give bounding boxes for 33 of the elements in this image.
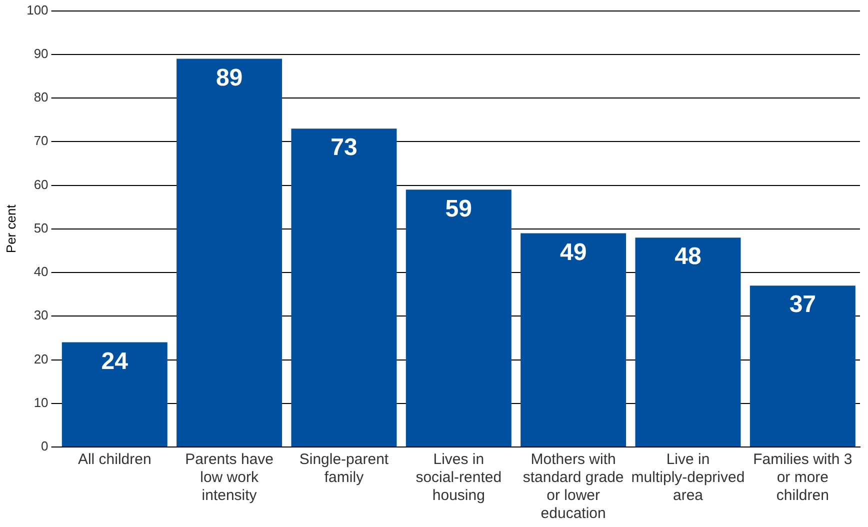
x-tick-label: Families with 3 or more children	[753, 451, 852, 504]
bar	[635, 238, 741, 446]
bar	[750, 286, 856, 446]
y-tick-label: 30	[34, 308, 48, 323]
data-label: 48	[674, 243, 702, 270]
y-tick-label: 10	[34, 394, 48, 410]
data-label: 73	[330, 134, 358, 162]
x-tick-label: Live in multiply-deprived area	[631, 451, 745, 504]
y-tick-label: 0	[41, 438, 48, 454]
x-tick-label: Parents have low work intensity	[185, 451, 274, 504]
data-label: 59	[445, 195, 472, 222]
y-tick-label: 70	[34, 133, 48, 148]
x-tick-label: Lives in social-rented housing	[416, 451, 502, 504]
y-tick-label: 80	[34, 90, 48, 105]
x-tick-label: All children	[78, 451, 152, 468]
bar	[520, 233, 626, 446]
y-tick-label: 20	[34, 351, 48, 366]
bar	[406, 190, 512, 446]
x-tick-label: Mothers with standard grade or lower education	[522, 451, 624, 522]
y-tick-label: 40	[34, 264, 48, 280]
y-tick-label: 50	[34, 220, 48, 236]
data-label: 49	[560, 238, 587, 266]
y-tick-label: 90	[34, 46, 48, 61]
y-tick-label: 100	[26, 2, 48, 18]
y-tick-label: 60	[34, 176, 48, 192]
data-label: 24	[101, 348, 129, 375]
data-label: 89	[216, 64, 243, 92]
bar	[62, 342, 168, 446]
bar	[176, 58, 282, 446]
bar	[291, 128, 397, 446]
data-label: 37	[789, 291, 816, 318]
x-tick-label: Single-parent family	[299, 451, 390, 486]
y-axis-title: Per cent	[3, 204, 18, 254]
